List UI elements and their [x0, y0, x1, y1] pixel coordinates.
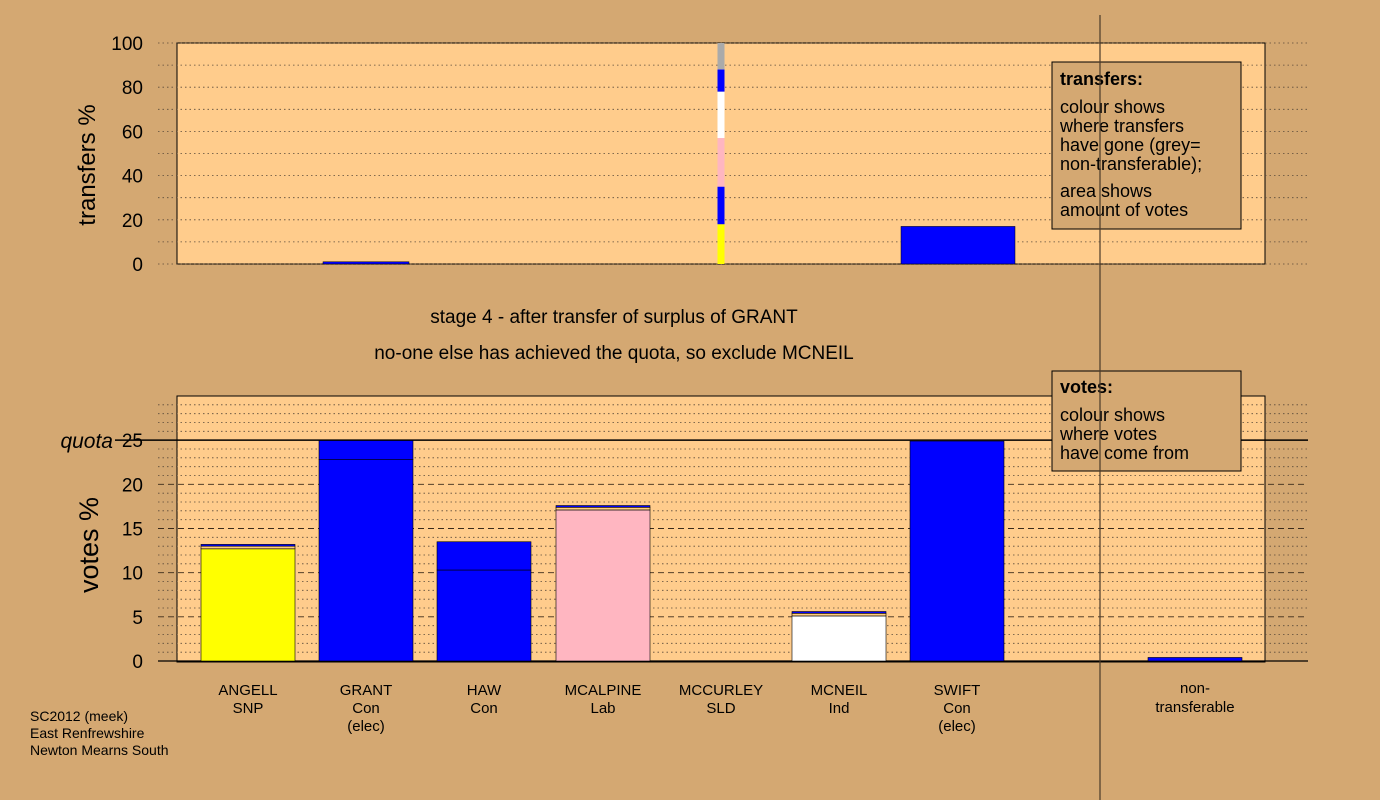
candidate-label: HAW — [467, 682, 502, 699]
vote-bar-segment — [318, 439, 414, 460]
transfers-bars — [322, 43, 1016, 265]
transfers-tick-label: 0 — [132, 255, 143, 276]
candidate-label: Con — [943, 700, 971, 717]
transfers-box-line: have gone (grey= — [1060, 135, 1201, 155]
votes-box-line: where votes — [1059, 424, 1157, 444]
vote-bar-segment — [436, 541, 532, 571]
votes-tick-label: 20 — [122, 475, 143, 496]
votes-tick-label: 10 — [122, 564, 143, 585]
candidate-label: SLD — [706, 700, 735, 717]
transfer-bar-segment — [717, 69, 725, 92]
transfer-bar-segment — [322, 261, 410, 265]
footer-line: SC2012 (meek) — [30, 708, 128, 724]
vote-bar-segment — [200, 545, 296, 550]
transfers-box-line: area shows — [1060, 181, 1152, 201]
votes-bars — [200, 439, 1243, 662]
transfers-tick-label: 100 — [111, 34, 143, 55]
votes-y-axis: 0 5 10 15 20 25 — [122, 431, 143, 673]
transfers-info-box: transfers: colour shows where transfers … — [1051, 61, 1242, 230]
vote-bar-segment — [555, 506, 651, 511]
transfers-tick-label: 40 — [122, 167, 143, 188]
candidate-label: (elec) — [938, 718, 976, 735]
transfers-box-line: non-transferable); — [1060, 154, 1202, 174]
candidate-label: Lab — [590, 700, 615, 717]
candidate-labels: ANGELLSNPGRANTCon(elec)HAWConMCALPINELab… — [218, 682, 980, 735]
quota-label: quota — [60, 430, 113, 453]
candidate-label: (elec) — [347, 718, 385, 735]
vote-bar-segment — [200, 544, 296, 547]
candidate-label: Ind — [829, 700, 850, 717]
candidate-label: Con — [352, 700, 380, 717]
vote-bar-segment — [555, 505, 651, 508]
transfer-bar-segment — [717, 186, 725, 225]
transfers-tick-label: 20 — [122, 211, 143, 232]
vote-bar-segment — [909, 440, 1005, 662]
transfers-tick-label: 60 — [122, 122, 143, 143]
candidate-label: MCCURLEY — [679, 682, 763, 699]
vote-bar-segment — [200, 548, 296, 662]
footer-line: Newton Mearns South — [30, 742, 169, 758]
candidate-label: MCALPINE — [565, 682, 642, 699]
transfers-box-line: amount of votes — [1060, 200, 1188, 220]
vote-bar-segment — [436, 569, 532, 662]
transfer-bar-segment — [717, 138, 725, 187]
votes-info-box: votes: colour shows where votes have com… — [1051, 370, 1242, 472]
transfers-box-line: where transfers — [1059, 116, 1184, 136]
transfers-y-label: transfers % — [74, 104, 101, 225]
stage-title: stage 4 - after transfer of surplus of G… — [430, 307, 798, 328]
transfer-bar-segment — [717, 43, 725, 70]
transfers-box-title: transfers: — [1060, 69, 1143, 89]
candidate-label: SNP — [233, 700, 264, 717]
stage-subtitle: no-one else has achieved the quota, so e… — [374, 343, 854, 364]
vote-bar-segment — [791, 612, 887, 617]
footer-line: East Renfrewshire — [30, 725, 145, 741]
vote-bar-segment — [1147, 657, 1243, 662]
candidate-label: Con — [470, 700, 498, 717]
vote-bar-segment — [791, 611, 887, 614]
transfer-bar-segment — [717, 91, 725, 139]
votes-tick-label: 15 — [122, 520, 143, 541]
votes-box-line: have come from — [1060, 443, 1189, 463]
transfer-bar-segment — [900, 226, 1016, 265]
vote-bar-segment — [791, 615, 887, 662]
votes-tick-label: 5 — [132, 608, 143, 629]
votes-tick-label: 25 — [122, 431, 143, 452]
transfers-y-axis: 0 20 40 60 80 100 — [111, 34, 143, 276]
candidate-label: ANGELL — [218, 682, 277, 699]
votes-box-title: votes: — [1060, 377, 1113, 397]
votes-tick-label: 0 — [132, 652, 143, 673]
transfer-bar-segment — [717, 224, 725, 264]
votes-y-label: votes % — [74, 497, 104, 593]
candidate-label: SWIFT — [934, 682, 981, 699]
transfers-box-line: colour shows — [1060, 97, 1165, 117]
votes-box-line: colour shows — [1060, 405, 1165, 425]
candidate-label: GRANT — [340, 682, 393, 699]
vote-bar-segment — [555, 509, 651, 662]
transfers-tick-label: 80 — [122, 78, 143, 99]
nontransferable-label: transferable — [1155, 699, 1234, 716]
nontransferable-label: non- — [1180, 680, 1210, 697]
candidate-label: MCNEIL — [811, 682, 868, 699]
vote-bar-segment — [318, 459, 414, 662]
